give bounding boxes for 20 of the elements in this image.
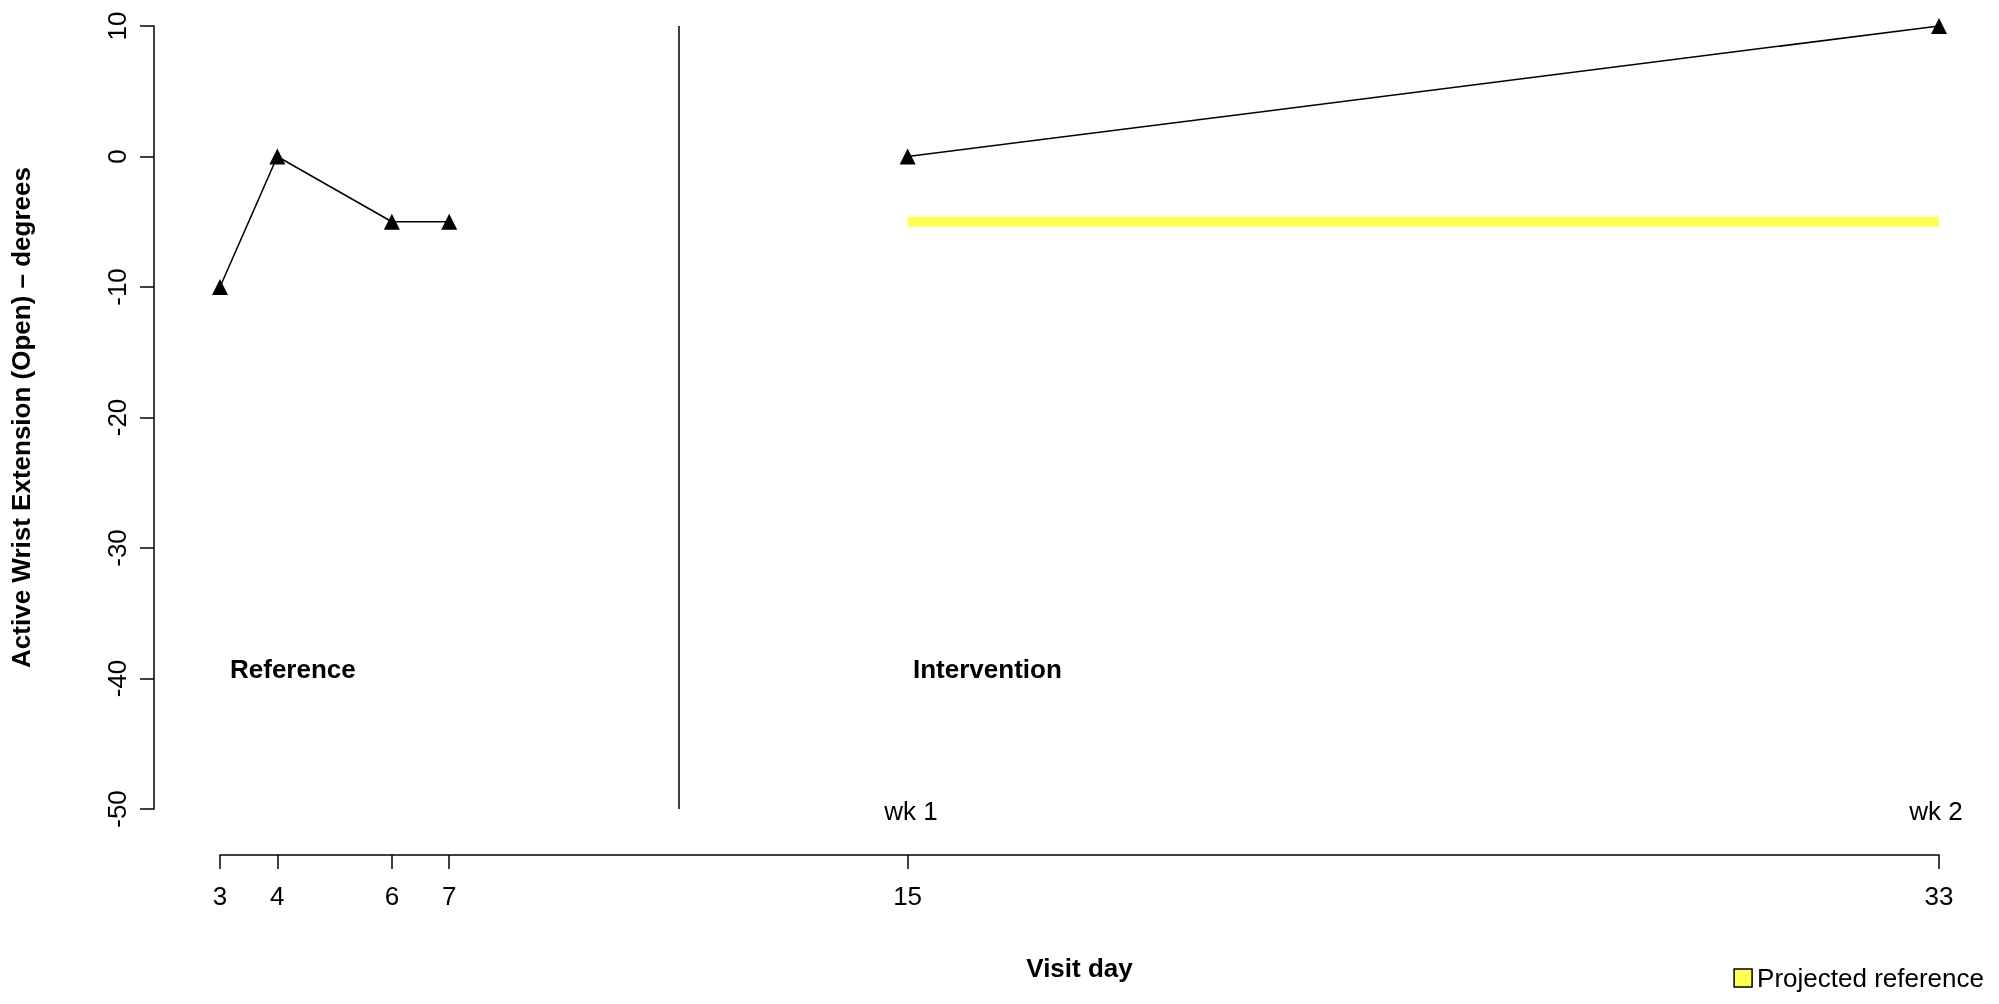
x-tick-label: 3: [212, 881, 228, 911]
y-axis-title: Active Wrist Extension (Open) – degrees: [6, 167, 36, 668]
y-tick-label: 0: [102, 149, 132, 164]
y-tick-label: -10: [102, 268, 132, 306]
y-tick-label: 10: [102, 11, 132, 41]
y-tick-label: -20: [102, 398, 132, 437]
annotation: wk 2: [1908, 796, 1963, 826]
legend-label: Projected reference: [1757, 963, 1984, 993]
x-axis-title: Visit day: [1026, 953, 1134, 983]
y-tick-label: -40: [102, 659, 132, 698]
x-tick-label: 6: [384, 881, 400, 911]
annotation: wk 1: [883, 796, 938, 826]
x-tick-label: 4: [270, 881, 285, 911]
x-tick-label: 33: [1924, 881, 1954, 911]
x-tick-label: 15: [893, 881, 923, 911]
x-tick-label: 7: [441, 881, 457, 911]
annotation: Reference: [230, 654, 356, 684]
annotation: Intervention: [913, 654, 1062, 684]
y-tick-label: -50: [102, 790, 132, 828]
y-tick-label: -30: [102, 529, 132, 567]
